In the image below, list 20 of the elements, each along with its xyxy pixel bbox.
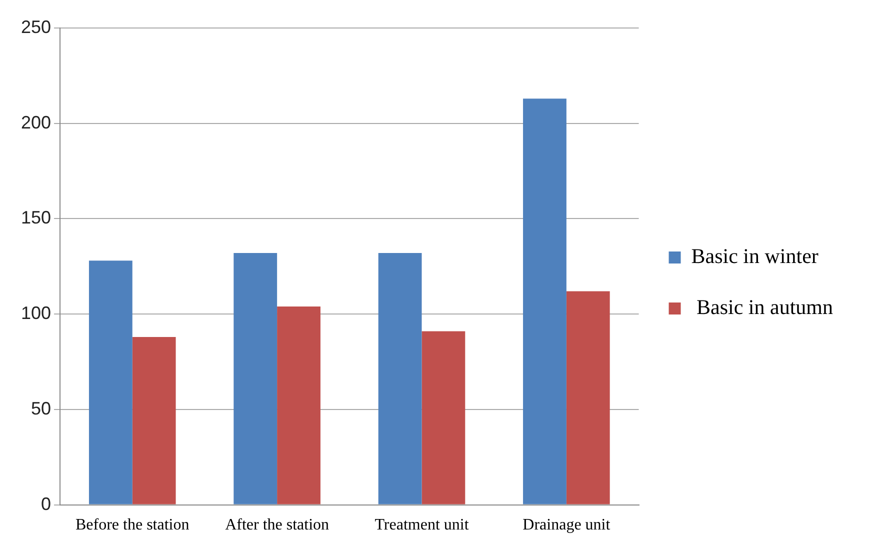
legend-label: Basic in autumn (691, 295, 834, 320)
y-tick-label: 0 (41, 494, 52, 514)
bar (523, 98, 566, 504)
y-tick-label: 100 (20, 303, 52, 324)
x-tick-label: Before the station (76, 516, 190, 534)
bar (566, 291, 610, 504)
bar (277, 306, 320, 504)
x-tick-label: Treatment unit (374, 516, 470, 534)
x-tick-label: Drainage unit (522, 516, 611, 534)
y-tick-label: 250 (20, 16, 52, 37)
y-tick-label: 200 (20, 112, 52, 132)
y-tick-label: 150 (20, 208, 52, 228)
bar (234, 253, 278, 504)
bar (132, 336, 176, 504)
bar (422, 331, 466, 504)
x-tick-label: After the station (225, 516, 330, 534)
legend-label: Basic in winter (691, 244, 818, 268)
bar (88, 260, 132, 504)
bar (378, 253, 422, 504)
y-tick-label: 50 (31, 398, 52, 418)
